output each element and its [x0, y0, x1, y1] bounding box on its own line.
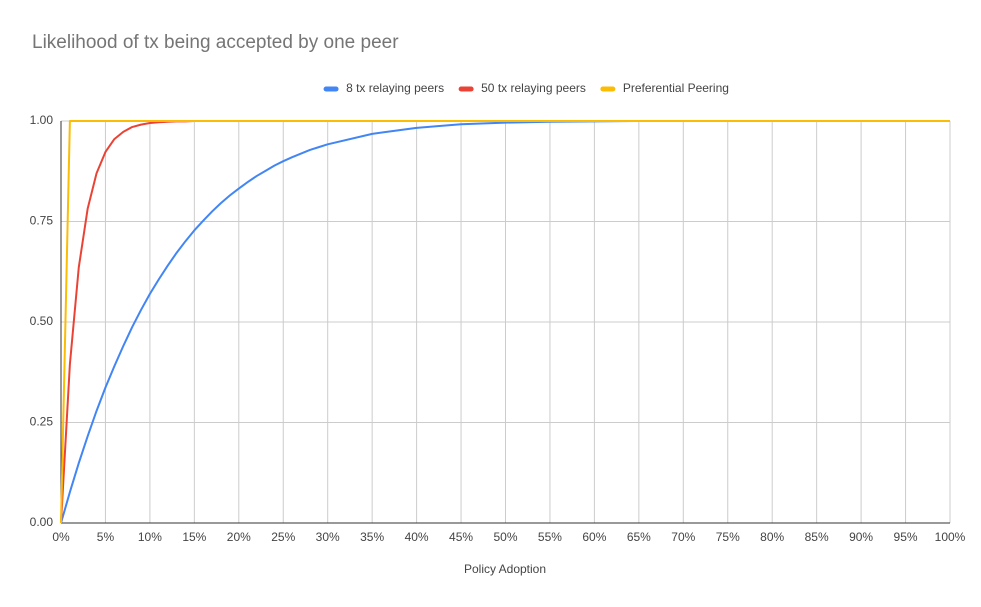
x-tick-label: 60%	[582, 530, 606, 544]
x-tick-label: 0%	[52, 530, 70, 544]
legend-item: 8 tx relaying peers	[323, 81, 444, 95]
x-tick-label: 100%	[935, 530, 966, 544]
y-tick-label: 0.50	[30, 314, 54, 328]
x-tick-label: 20%	[227, 530, 251, 544]
x-tick-label: 75%	[716, 530, 740, 544]
x-tick-label: 50%	[493, 530, 517, 544]
legend-label: Preferential Peering	[623, 81, 729, 95]
x-tick-label: 80%	[760, 530, 784, 544]
x-tick-label: 90%	[849, 530, 873, 544]
x-axis-label: Policy Adoption	[464, 562, 546, 576]
chart-title: Likelihood of tx being accepted by one p…	[32, 32, 399, 53]
x-tick-label: 95%	[894, 530, 918, 544]
legend-item: Preferential Peering	[600, 81, 729, 95]
x-tick-label: 70%	[671, 530, 695, 544]
x-tick-label: 15%	[182, 530, 206, 544]
legend-label: 8 tx relaying peers	[346, 81, 444, 95]
x-tick-label: 65%	[627, 530, 651, 544]
x-tick-label: 45%	[449, 530, 473, 544]
y-tick-label: 1.00	[30, 113, 54, 127]
y-tick-label: 0.75	[30, 214, 54, 228]
y-tick-label: 0.00	[30, 515, 54, 529]
legend-label: 50 tx relaying peers	[481, 81, 586, 95]
x-tick-label: 40%	[405, 530, 429, 544]
x-tick-label: 10%	[138, 530, 162, 544]
y-tick-label: 0.25	[30, 415, 54, 429]
x-tick-label: 85%	[805, 530, 829, 544]
legend-item: 50 tx relaying peers	[458, 81, 586, 95]
x-tick-label: 30%	[316, 530, 340, 544]
series-line	[60, 120, 950, 524]
x-tick-label: 5%	[97, 530, 115, 544]
x-tick-label: 25%	[271, 530, 295, 544]
x-tick-label: 35%	[360, 530, 384, 544]
x-tick-label: 55%	[538, 530, 562, 544]
